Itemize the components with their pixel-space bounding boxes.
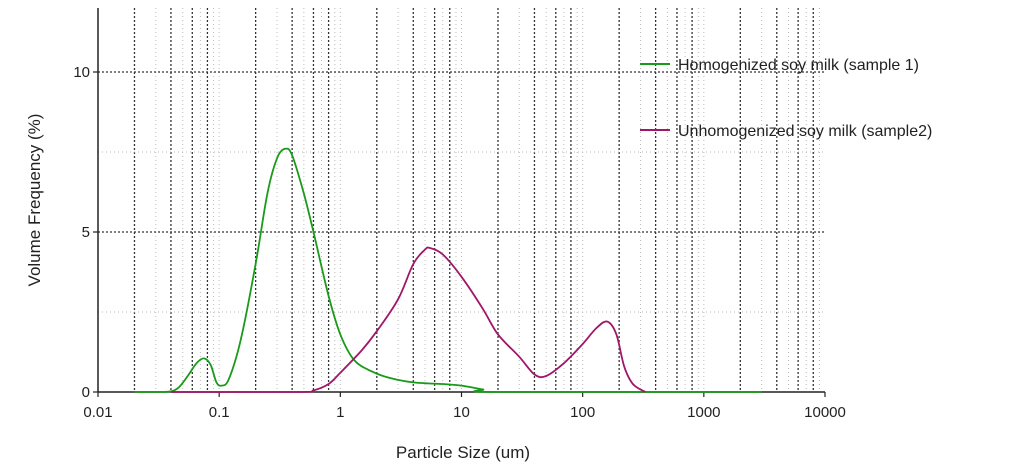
x-axis-title: Particle Size (um)	[396, 443, 530, 462]
legend-label: Unhomogenized soy milk (sample2)	[678, 123, 932, 140]
legend-label: Homogenized soy milk (sample 1)	[678, 57, 919, 74]
grid	[98, 8, 825, 392]
series-lines	[134, 147, 762, 393]
x-tick-label: 1	[336, 404, 344, 421]
series-line-1	[134, 147, 762, 393]
x-tick-label: 10000	[804, 404, 846, 421]
x-tick-label: 10	[453, 404, 470, 421]
y-tick-label: 0	[82, 384, 90, 401]
legend: Homogenized soy milk (sample 1) Unhomogen…	[640, 57, 932, 140]
y-tick-label: 5	[82, 224, 90, 241]
tick-labels: 0.01 0.1 1 10 100 1000 10000 0 5 10	[73, 64, 846, 421]
series-line-2	[170, 246, 646, 393]
y-tick-label: 10	[73, 64, 90, 81]
x-tick-label: 0.01	[83, 404, 112, 421]
x-tick-label: 0.1	[209, 404, 230, 421]
x-tick-label: 100	[570, 404, 595, 421]
x-tick-label: 1000	[687, 404, 720, 421]
y-axis-title: Volume Frequency (%)	[25, 114, 44, 287]
